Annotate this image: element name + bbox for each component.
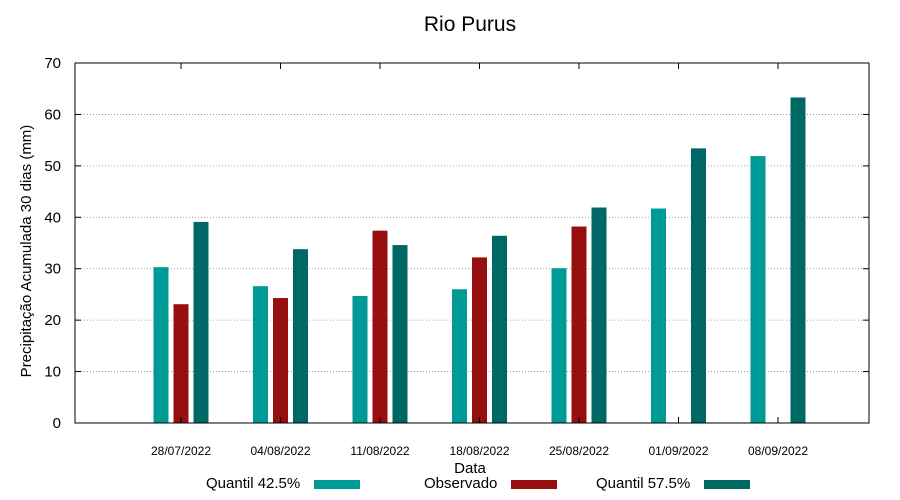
- y-tick-label: 0: [53, 415, 61, 432]
- bars: [153, 97, 806, 424]
- bar-quantil-42: [750, 156, 766, 424]
- bar-quantil-42: [253, 286, 268, 423]
- bar-observado: [173, 304, 189, 423]
- x-tick-label: 08/09/2022: [748, 444, 808, 458]
- legend-label: Quantil 42.5%: [206, 475, 301, 492]
- bar-observado: [273, 298, 288, 423]
- x-axis-ticks: 28/07/2022 04/08/2022 11/08/2022 18/08/2022…: [151, 63, 808, 458]
- legend-swatch: [511, 479, 558, 489]
- bar-quantil-42: [651, 208, 666, 423]
- y-tick-label: 10: [44, 364, 61, 381]
- y-tick-label: 20: [44, 312, 61, 329]
- x-tick-label: 18/08/2022: [449, 444, 509, 458]
- x-axis-label: Data: [454, 460, 486, 477]
- y-tick-label: 50: [44, 158, 61, 175]
- bar-quantil-42: [551, 268, 567, 423]
- x-tick-label: 01/09/2022: [648, 444, 708, 458]
- plot-frame: [74, 62, 870, 424]
- x-tick-label: 25/08/2022: [549, 444, 609, 458]
- legend-item-quantil-57: Quantil 57.5%: [596, 474, 751, 494]
- legend-label: Observado: [424, 475, 498, 492]
- legend-label: Quantil 57.5%: [596, 475, 691, 492]
- legend: Quantil 42.5% Observado Quantil 57.5%: [0, 474, 900, 498]
- legend-swatch: [704, 479, 751, 489]
- bar-quantil-42: [352, 295, 368, 423]
- legend-swatch: [314, 479, 361, 489]
- bar-observado: [472, 257, 487, 423]
- x-tick-label: 04/08/2022: [250, 444, 310, 458]
- y-tick-label: 60: [44, 106, 61, 123]
- bar-quantil-42: [153, 267, 169, 423]
- bar-observado: [571, 226, 587, 423]
- y-axis-label: Precipitação Acumulada 30 dias (mm): [18, 125, 35, 378]
- bar-quantil-57: [691, 148, 706, 423]
- bar-quantil-57: [790, 97, 806, 423]
- legend-item-quantil-42: Quantil 42.5%: [206, 474, 361, 494]
- chart-title: Rio Purus: [424, 13, 516, 36]
- bar-quantil-57: [392, 245, 408, 423]
- x-tick-label: 28/07/2022: [151, 444, 211, 458]
- y-axis-ticks: 0 10 20 30 40 50 60 70: [44, 55, 869, 432]
- bar-quantil-57: [492, 235, 507, 423]
- bar-observado: [372, 230, 388, 423]
- x-tick-label: 11/08/2022: [350, 444, 409, 458]
- y-tick-label: 70: [44, 55, 61, 72]
- bar-quantil-57: [193, 221, 209, 423]
- bar-quantil-57: [591, 207, 607, 423]
- y-tick-label: 40: [44, 209, 61, 226]
- legend-item-observado: Observado: [424, 474, 558, 494]
- bar-quantil-42: [452, 289, 467, 423]
- y-tick-label: 30: [44, 261, 61, 278]
- bar-quantil-57: [293, 249, 308, 423]
